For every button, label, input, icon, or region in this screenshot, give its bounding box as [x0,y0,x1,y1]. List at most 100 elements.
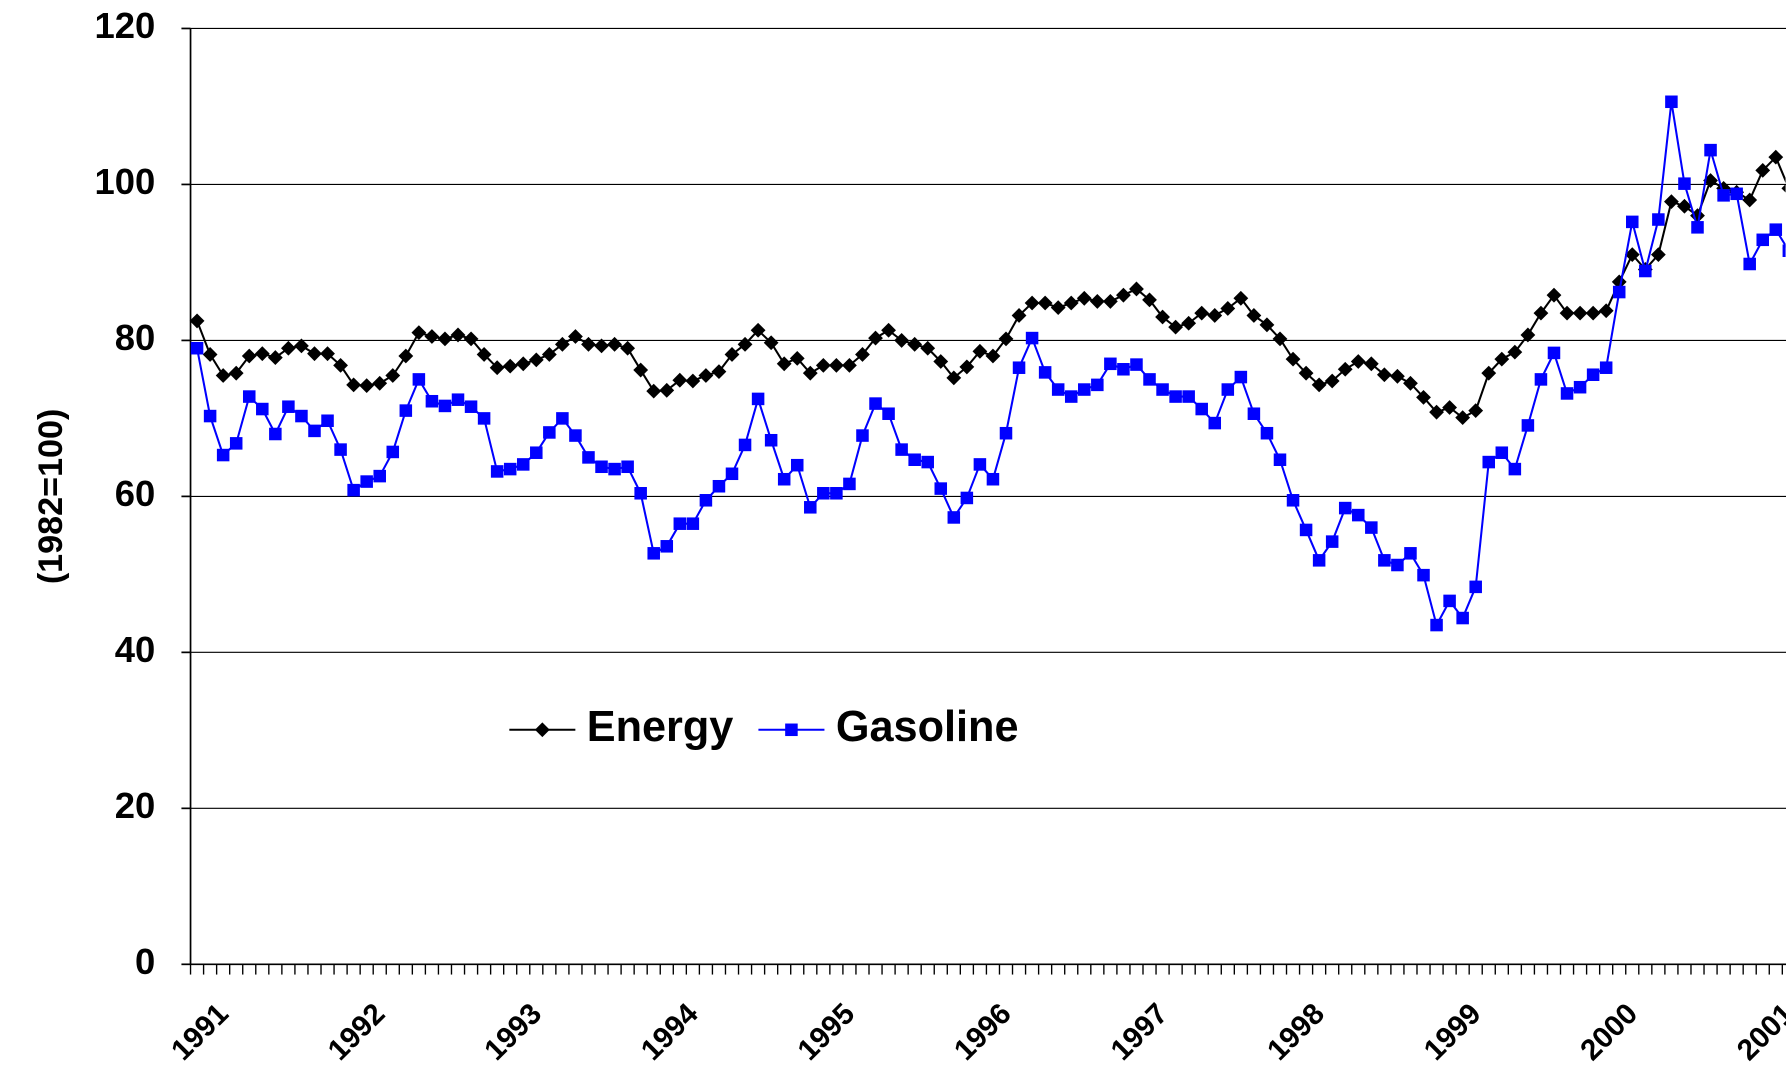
marker [594,338,609,354]
marker [1337,361,1353,377]
plot-area [189,95,1786,632]
marker [1559,305,1575,321]
marker [1782,244,1786,257]
marker [411,325,427,341]
marker [1220,301,1236,316]
marker [1742,192,1758,208]
marker [333,357,348,373]
marker [785,723,798,737]
x-tick-label: 2001 [1731,997,1786,1067]
marker [334,443,347,456]
marker [828,357,844,373]
marker [869,397,882,410]
marker [946,370,962,386]
marker [1051,383,1065,396]
marker [399,404,413,417]
marker [1089,294,1105,309]
marker [398,348,414,364]
marker [647,547,660,560]
marker [373,469,386,483]
marker [1169,390,1182,403]
marker [242,390,256,403]
marker [1143,373,1156,386]
marker [267,350,283,365]
x-tick-label: 1997 [1104,997,1174,1067]
marker [216,448,230,462]
marker [450,327,466,343]
marker [725,467,739,481]
x-tick-label: 2000 [1574,997,1644,1067]
marker [1482,455,1496,469]
marker [438,399,452,413]
marker [1416,389,1431,405]
marker [1312,554,1326,567]
marker [1769,223,1783,236]
marker [1417,568,1430,582]
marker [516,458,530,471]
marker [764,433,778,447]
marker [582,451,595,464]
marker [321,414,334,428]
marker [1624,247,1640,263]
legend-label: Energy [587,703,734,751]
marker [1024,295,1040,311]
marker [359,378,375,394]
marker [202,347,218,362]
marker [269,427,282,441]
marker [986,472,1000,486]
marker [386,445,400,459]
marker [934,482,948,495]
marker [360,475,373,488]
marker [1104,357,1117,371]
marker [882,407,895,420]
y-tick-label: 20 [115,785,156,826]
marker [1481,365,1497,381]
marker [1533,305,1549,321]
marker [215,368,231,383]
marker [490,465,504,478]
marker [1534,373,1548,386]
marker [541,347,557,362]
marker [1376,367,1392,383]
marker [569,429,582,442]
marker [1494,351,1510,367]
marker [815,357,831,373]
marker [463,331,479,347]
y-axis-label: (1982=100) [32,409,70,585]
y-tick-label: 40 [115,629,156,670]
marker [789,350,805,366]
marker [515,356,531,372]
marker [1168,319,1184,335]
marker [621,460,634,474]
marker [1378,554,1391,567]
marker [320,346,335,362]
marker [998,331,1014,347]
marker [1404,547,1417,560]
marker [1129,281,1144,297]
x-tick-label: 1993 [478,997,548,1067]
marker [189,313,205,329]
marker [425,394,439,408]
marker [646,383,662,399]
marker [999,426,1013,440]
marker [476,347,492,362]
marker [712,479,726,493]
marker [1038,366,1052,379]
marker [659,382,675,398]
y-tick-label: 80 [115,317,156,358]
marker [673,517,687,530]
marker [960,491,974,505]
marker [1442,400,1458,415]
marker [1078,383,1091,396]
marker [307,346,322,362]
marker [1730,187,1743,201]
marker [1130,358,1143,371]
marker [907,336,923,352]
marker [817,487,830,500]
y-tick-label: 0 [135,941,155,982]
marker [1194,305,1210,321]
series-line [196,101,1786,628]
marker [1116,287,1131,303]
marker [1468,403,1484,419]
x-tick-label: 1999 [1418,997,1488,1067]
